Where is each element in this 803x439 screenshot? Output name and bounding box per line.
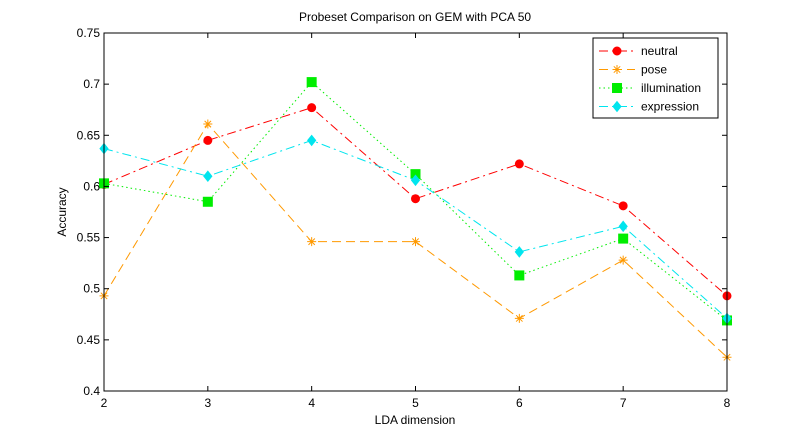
y-tick-label: 0.75 [77,26,101,40]
data-point-pose [618,255,628,265]
data-point-expression [618,220,628,233]
data-point-expression [514,246,524,258]
series-pose [99,119,732,362]
data-point-neutral [514,159,524,169]
data-point-illumination [306,77,317,88]
plot-series [99,77,732,362]
data-point-neutral [618,201,628,211]
y-tick-label: 0.6 [83,179,100,193]
data-point-expression [307,134,317,147]
series-line-expression [103,139,728,319]
data-point-neutral [203,135,213,145]
data-point-illumination [514,270,525,281]
chart-title: Probeset Comparison on GEM with PCA 50 [299,10,531,24]
legend: neutral pose illumination expression [592,37,719,119]
y-tick-label: 0.7 [83,77,100,91]
legend-label-expression: expression [641,100,699,114]
x-axis-label: LDA dimension [375,413,456,427]
x-tick-label: 5 [412,396,419,410]
y-tick-label: 0.55 [77,231,101,245]
series-neutral [99,103,732,301]
y-tick-label: 0.5 [83,282,100,296]
x-tick-label: 8 [724,396,731,410]
x-tick-label: 2 [101,396,108,410]
y-tick-label: 0.65 [77,128,101,142]
y-axis-label: Accuracy [55,187,69,236]
x-tick-label: 4 [308,396,315,410]
legend-label-illumination: illumination [641,81,701,95]
data-point-pose [514,313,524,323]
data-point-pose [307,237,317,247]
series-illumination [99,77,732,326]
data-point-illumination [202,196,213,207]
legend-marker-expression [612,100,622,113]
legend-marker-pose [612,65,622,74]
y-tick-label: 0.4 [83,384,100,398]
data-point-neutral [411,194,420,204]
x-tick-label: 7 [620,396,627,410]
legend-marker-illumination [612,83,622,93]
data-point-expression [410,174,421,187]
data-point-pose [203,119,213,129]
data-point-neutral [307,103,317,113]
data-point-pose [411,237,420,247]
y-tick-label: 0.45 [77,333,101,347]
legend-marker-neutral [612,46,622,56]
x-tick-label: 6 [516,396,523,410]
data-point-expression [203,170,213,183]
axis-ticks: 2 3 4 5 6 7 8 0.4 0.45 0.5 0.55 0.6 0.65 0.7 0.75 [77,26,731,410]
series-expression [99,134,732,325]
data-point-illumination [618,233,629,244]
x-tick-label: 3 [204,396,211,410]
legend-label-pose: pose [641,63,667,77]
legend-label-neutral: neutral [641,44,678,58]
